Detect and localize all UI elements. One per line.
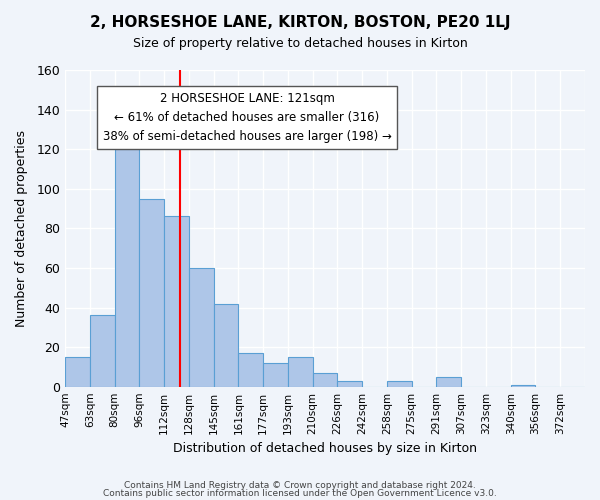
Bar: [90, 316, 115, 386]
Bar: [337, 380, 362, 386]
Bar: [164, 216, 189, 386]
Bar: [387, 380, 412, 386]
Text: Contains public sector information licensed under the Open Government Licence v3: Contains public sector information licen…: [103, 488, 497, 498]
Y-axis label: Number of detached properties: Number of detached properties: [15, 130, 28, 327]
Bar: [288, 357, 313, 386]
Bar: [65, 357, 90, 386]
Bar: [115, 149, 139, 386]
Bar: [238, 353, 263, 386]
Bar: [511, 384, 535, 386]
Text: 2 HORSESHOE LANE: 121sqm
← 61% of detached houses are smaller (316)
38% of semi-: 2 HORSESHOE LANE: 121sqm ← 61% of detach…: [103, 92, 391, 143]
Text: Size of property relative to detached houses in Kirton: Size of property relative to detached ho…: [133, 38, 467, 51]
Bar: [313, 373, 337, 386]
X-axis label: Distribution of detached houses by size in Kirton: Distribution of detached houses by size …: [173, 442, 477, 455]
Text: 2, HORSESHOE LANE, KIRTON, BOSTON, PE20 1LJ: 2, HORSESHOE LANE, KIRTON, BOSTON, PE20 …: [90, 15, 510, 30]
Text: Contains HM Land Registry data © Crown copyright and database right 2024.: Contains HM Land Registry data © Crown c…: [124, 481, 476, 490]
Bar: [189, 268, 214, 386]
Bar: [263, 363, 288, 386]
Bar: [436, 377, 461, 386]
Bar: [214, 304, 238, 386]
Bar: [139, 198, 164, 386]
